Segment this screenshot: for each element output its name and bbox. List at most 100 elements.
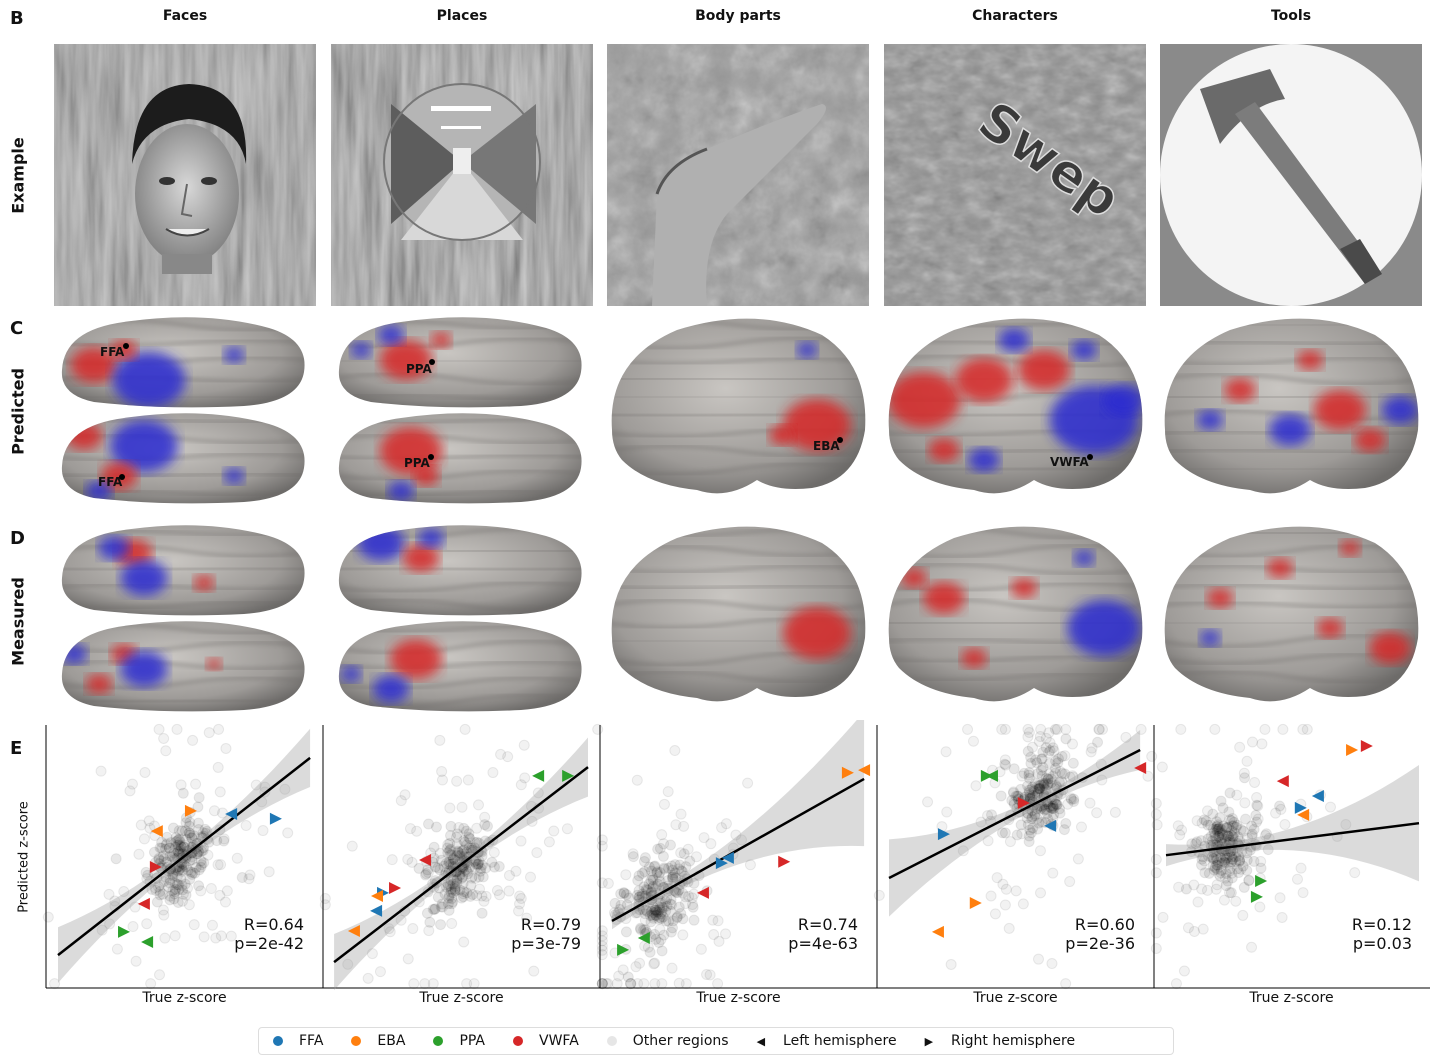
other-region-point — [660, 895, 672, 907]
other-region-point — [1026, 813, 1038, 825]
activation-positive — [1224, 378, 1256, 402]
other-region-point — [1259, 830, 1271, 842]
other-region-point — [469, 872, 481, 884]
other-region-point — [96, 924, 108, 936]
other-region-point — [975, 816, 987, 828]
other-region-point — [1227, 831, 1239, 843]
other-region-point — [457, 855, 469, 867]
other-region-point — [158, 853, 170, 865]
other-region-point — [1004, 836, 1016, 848]
other-region-point — [199, 823, 211, 835]
correlation-label: R=0.60 — [1075, 915, 1135, 934]
other-region-point — [999, 723, 1011, 735]
activation-positive — [1267, 558, 1293, 578]
other-region-point — [456, 872, 468, 884]
other-region-point — [452, 845, 464, 857]
other-region-point — [126, 778, 138, 790]
row-label-predicted: Predicted — [8, 368, 28, 455]
other-region-point — [1203, 867, 1215, 879]
other-region-point — [680, 891, 692, 903]
other-region-point — [476, 907, 488, 919]
other-region-point — [1227, 831, 1239, 843]
other-region-point — [1214, 827, 1226, 839]
legend-label: Right hemisphere — [951, 1033, 1076, 1049]
other-region-point — [143, 815, 155, 827]
other-region-point — [139, 766, 151, 778]
other-region-point — [472, 859, 484, 871]
other-region-point — [467, 889, 479, 901]
other-region-point — [1249, 776, 1261, 788]
other-region-point — [42, 911, 54, 923]
other-region-point — [636, 888, 648, 900]
other-region-point — [677, 913, 689, 925]
other-region-point — [1023, 727, 1035, 739]
roi-point-ppa-right — [617, 943, 630, 956]
other-region-point — [1043, 768, 1055, 780]
other-region-point — [1023, 784, 1035, 796]
other-region-point — [186, 868, 198, 880]
other-region-point — [673, 901, 685, 913]
other-region-point — [1022, 723, 1034, 735]
other-region-point — [182, 864, 194, 876]
other-region-point — [1084, 797, 1096, 809]
other-region-point — [1075, 821, 1087, 833]
other-region-point — [454, 850, 466, 862]
other-region-point — [1215, 834, 1227, 846]
roi-point-vwfa-left — [1134, 761, 1147, 774]
other-region-point — [157, 904, 169, 916]
other-region-point — [175, 873, 187, 885]
column-header-characters: Characters — [972, 8, 1058, 24]
other-region-point — [596, 834, 608, 846]
roi-point-ppa-right — [562, 769, 575, 782]
other-region-point — [1211, 825, 1223, 837]
other-region-point — [667, 869, 679, 881]
other-region-point — [1212, 823, 1224, 835]
other-region-point — [1054, 807, 1066, 819]
other-region-point — [620, 889, 632, 901]
other-region-point — [1219, 850, 1231, 862]
other-region-point — [167, 822, 179, 834]
other-region-point — [174, 835, 186, 847]
legend-label: Left hemisphere — [783, 1033, 897, 1049]
p-value-label: p=3e-79 — [511, 934, 581, 953]
other-region-point — [1220, 868, 1232, 880]
roi-marker-dot — [837, 437, 843, 443]
other-region-point — [662, 874, 674, 886]
other-region-point — [1198, 855, 1210, 867]
other-region-point — [678, 848, 690, 860]
other-region-point — [663, 862, 675, 874]
other-region-point — [445, 883, 457, 895]
other-region-point — [461, 839, 473, 851]
other-region-point — [1201, 884, 1213, 896]
other-region-point — [210, 932, 222, 944]
other-region-point — [1238, 881, 1250, 893]
x-axis-label: True z-score — [1249, 990, 1334, 1006]
other-region-point — [707, 914, 719, 926]
other-region-point — [171, 871, 183, 883]
other-region-point — [184, 873, 196, 885]
other-region-point — [187, 867, 199, 879]
other-region-point — [434, 734, 446, 746]
other-region-point — [436, 898, 448, 910]
other-region-point — [653, 871, 665, 883]
other-region-point — [644, 946, 656, 958]
other-region-point — [1226, 853, 1238, 865]
p-value-label: p=0.03 — [1353, 934, 1412, 953]
other-region-point — [225, 930, 237, 942]
other-region-point — [634, 957, 646, 969]
other-region-point — [184, 855, 196, 867]
other-region-point — [1048, 808, 1060, 820]
other-region-point — [1240, 813, 1252, 825]
other-region-point — [453, 847, 465, 859]
other-region-point — [153, 854, 165, 866]
activation-positive — [1339, 540, 1361, 556]
other-region-point — [1040, 742, 1052, 754]
other-region-point — [675, 865, 687, 877]
other-region-point — [1218, 894, 1230, 906]
other-region-point — [997, 878, 1009, 890]
other-region-point — [720, 818, 732, 830]
other-region-point — [1045, 773, 1057, 785]
other-region-point — [1214, 812, 1226, 824]
legend-item-left-hemisphere: ◀ Left hemisphere — [757, 1033, 897, 1049]
regression-line — [333, 766, 589, 964]
